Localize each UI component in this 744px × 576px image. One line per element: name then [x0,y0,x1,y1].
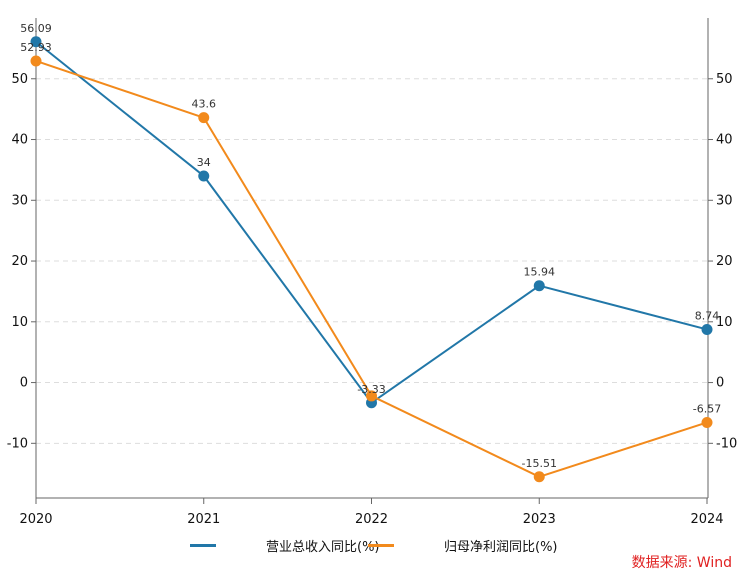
y-tick-label-right: 40 [716,133,733,148]
data-point [701,323,713,335]
legend-label-revenue: 营业总收入同比(%) [266,539,380,555]
y-tick-label-right: 50 [716,72,733,87]
x-tick-label: 2022 [355,512,388,527]
series-group [30,36,713,483]
y-tick-label-left: 50 [11,72,28,87]
data-point [30,36,42,48]
y-tick-label-left: 40 [11,133,28,148]
y-tick-label-left: 10 [11,315,28,330]
data-label: -15.51 [522,457,557,470]
data-label: 15.94 [524,266,556,279]
data-labels: 56.09 34 -3.33 15.94 8.74 52.93 43.6 -15.51 -6.5… [20,22,721,470]
legend-swatch-profit [368,543,394,547]
legend-swatch-revenue [190,543,216,547]
data-point [533,280,545,292]
x-tick-label: 2021 [187,512,220,527]
y-tick-label-right: -10 [716,436,737,451]
data-point [366,390,377,402]
data-label: 8.74 [695,309,720,322]
y-tick-label-right: 20 [716,254,733,269]
data-label: 43.6 [192,98,217,111]
legend-label-profit: 归母净利润同比(%) [444,539,558,555]
y-tick-label-left: 30 [11,193,28,208]
data-point [198,170,210,182]
y-tick-label-left: 0 [20,376,28,391]
data-point [30,55,42,67]
data-label: 34 [197,156,211,169]
legend-item-profit: 归母净利润同比(%) [368,534,558,556]
legend-item-revenue: 营业总收入同比(%) [190,534,380,556]
gridlines [36,78,708,444]
y-tick-label-right: 0 [716,376,724,391]
y-tick-label-right: 10 [716,315,733,330]
x-tick-label: 2023 [523,512,556,527]
data-point [701,416,713,428]
data-point [198,112,210,124]
x-tick-label: 2020 [19,512,52,527]
legend: 营业总收入同比(%) 归母净利润同比(%) [0,534,744,556]
y-tick-label-left: 20 [11,254,28,269]
data-label: -6.57 [693,402,721,415]
y-tick-label-left: -10 [7,436,28,451]
y-tick-label-right: 30 [716,193,733,208]
data-point [533,471,545,483]
x-tick-label: 2024 [690,512,723,527]
data-label: -3.33 [357,383,385,396]
source-note: 数据来源: Wind [631,555,732,571]
data-label: 52.93 [20,41,52,54]
data-label: 56.09 [20,22,52,35]
